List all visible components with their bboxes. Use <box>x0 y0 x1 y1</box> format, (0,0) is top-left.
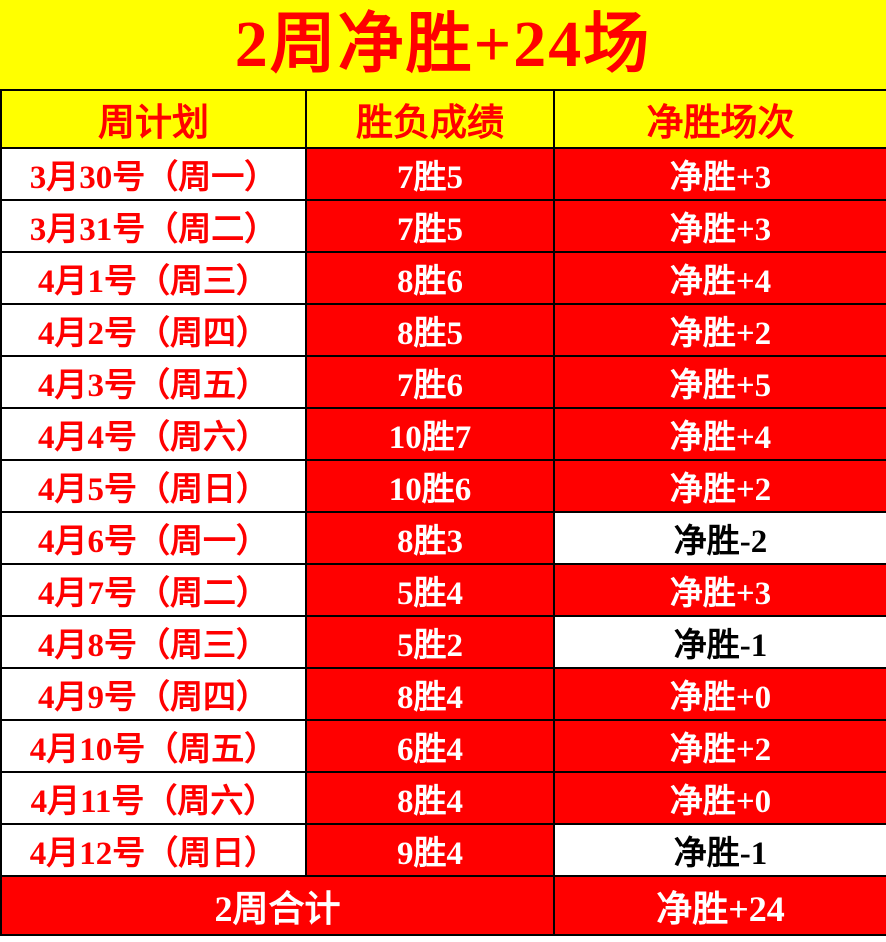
week-plan-cell: 4月12号（周日） <box>0 823 307 877</box>
table-row: 4月12号（周日） 9胜4 净胜-1 <box>0 823 886 877</box>
week-plan-cell: 4月8号（周三） <box>0 615 307 669</box>
week-plan-cell: 4月10号（周五） <box>0 719 307 773</box>
header-score: 胜负成绩 <box>305 89 555 149</box>
net-wins-cell: 净胜+2 <box>553 719 886 773</box>
table-row: 4月2号（周四） 8胜5 净胜+2 <box>0 303 886 357</box>
table-row: 4月7号（周二） 5胜4 净胜+3 <box>0 563 886 617</box>
header-net-wins: 净胜场次 <box>553 89 886 149</box>
table-row: 4月9号（周四） 8胜4 净胜+0 <box>0 667 886 721</box>
score-cell: 7胜6 <box>305 355 555 409</box>
score-cell: 8胜4 <box>305 771 555 825</box>
week-plan-cell: 4月6号（周一） <box>0 511 307 565</box>
footer-row: 2周合计 净胜+24 <box>0 875 886 936</box>
net-wins-cell: 净胜+0 <box>553 771 886 825</box>
results-table: 周计划 胜负成绩 净胜场次 3月30号（周一） 7胜5 净胜+3 3月31号（周… <box>0 89 886 936</box>
score-cell: 8胜3 <box>305 511 555 565</box>
score-cell: 7胜5 <box>305 199 555 253</box>
score-cell: 6胜4 <box>305 719 555 773</box>
table-row: 4月3号（周五） 7胜6 净胜+5 <box>0 355 886 409</box>
score-cell: 10胜7 <box>305 407 555 461</box>
week-plan-cell: 4月9号（周四） <box>0 667 307 721</box>
score-cell: 7胜5 <box>305 147 555 201</box>
table-row: 4月10号（周五） 6胜4 净胜+2 <box>0 719 886 773</box>
page-title: 2周净胜+24场 <box>0 0 886 89</box>
footer-net-total: 净胜+24 <box>553 875 886 936</box>
header-week-plan: 周计划 <box>0 89 307 149</box>
week-plan-cell: 4月5号（周日） <box>0 459 307 513</box>
net-wins-cell: 净胜+3 <box>553 147 886 201</box>
week-plan-cell: 4月1号（周三） <box>0 251 307 305</box>
week-plan-cell: 4月3号（周五） <box>0 355 307 409</box>
week-plan-cell: 3月31号（周二） <box>0 199 307 253</box>
week-plan-cell: 4月7号（周二） <box>0 563 307 617</box>
table-row: 4月5号（周日） 10胜6 净胜+2 <box>0 459 886 513</box>
net-wins-cell: 净胜+3 <box>553 563 886 617</box>
net-wins-cell: 净胜-1 <box>553 823 886 877</box>
table-row: 3月30号（周一） 7胜5 净胜+3 <box>0 147 886 201</box>
week-plan-cell: 4月11号（周六） <box>0 771 307 825</box>
score-cell: 9胜4 <box>305 823 555 877</box>
score-cell: 8胜6 <box>305 251 555 305</box>
net-wins-cell: 净胜+3 <box>553 199 886 253</box>
score-cell: 10胜6 <box>305 459 555 513</box>
header-row: 周计划 胜负成绩 净胜场次 <box>0 89 886 149</box>
score-cell: 8胜5 <box>305 303 555 357</box>
week-plan-cell: 3月30号（周一） <box>0 147 307 201</box>
net-wins-cell: 净胜-1 <box>553 615 886 669</box>
net-wins-cell: 净胜-2 <box>553 511 886 565</box>
net-wins-cell: 净胜+4 <box>553 251 886 305</box>
footer-total-label: 2周合计 <box>0 875 555 936</box>
table-row: 4月1号（周三） 8胜6 净胜+4 <box>0 251 886 305</box>
net-wins-cell: 净胜+5 <box>553 355 886 409</box>
table-row: 3月31号（周二） 7胜5 净胜+3 <box>0 199 886 253</box>
week-plan-cell: 4月4号（周六） <box>0 407 307 461</box>
score-cell: 8胜4 <box>305 667 555 721</box>
net-wins-cell: 净胜+2 <box>553 459 886 513</box>
score-cell: 5胜2 <box>305 615 555 669</box>
net-wins-cell: 净胜+4 <box>553 407 886 461</box>
table-row: 4月8号（周三） 5胜2 净胜-1 <box>0 615 886 669</box>
score-cell: 5胜4 <box>305 563 555 617</box>
net-wins-cell: 净胜+0 <box>553 667 886 721</box>
table-row: 4月6号（周一） 8胜3 净胜-2 <box>0 511 886 565</box>
week-plan-cell: 4月2号（周四） <box>0 303 307 357</box>
table-row: 4月11号（周六） 8胜4 净胜+0 <box>0 771 886 825</box>
net-wins-cell: 净胜+2 <box>553 303 886 357</box>
table-row: 4月4号（周六） 10胜7 净胜+4 <box>0 407 886 461</box>
table-body: 3月30号（周一） 7胜5 净胜+3 3月31号（周二） 7胜5 净胜+3 4月… <box>0 147 886 877</box>
